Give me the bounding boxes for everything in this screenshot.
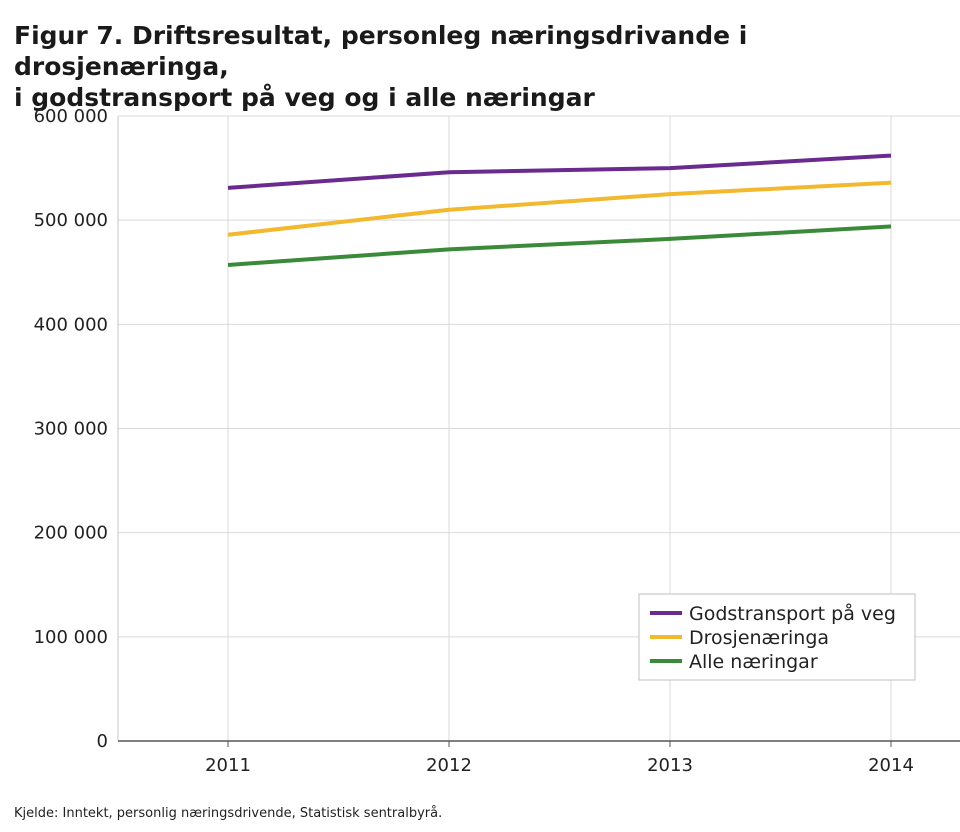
x-tick-label: 2011	[205, 755, 251, 776]
source-note: Kjelde: Inntekt, personlig næringsdriven…	[14, 806, 443, 821]
series-line-1	[227, 153, 892, 190]
x-tick-label: 2013	[647, 755, 693, 776]
series-line-2	[227, 180, 892, 237]
y-tick-label: 400 000	[34, 314, 108, 335]
legend-label: Drosjenæringa	[689, 627, 829, 649]
x-tick-label: 2012	[426, 755, 472, 776]
legend-box	[638, 593, 916, 681]
x-tick-label: 2014	[868, 755, 914, 776]
y-tick-label: 600 000	[34, 106, 108, 127]
line-chart: 0 100 000 200 000 300 000 400 000 500 000 600 …	[34, 106, 960, 776]
y-tick-label: 0	[97, 731, 108, 752]
legend-label: Alle næringar	[689, 651, 818, 673]
legend-label: Godstransport på veg	[689, 602, 896, 625]
series-line-3	[227, 224, 892, 267]
y-tick-label: 500 000	[34, 210, 108, 231]
chart-title-line-1: Figur 7. Driftsresultat, personleg nærin…	[14, 21, 748, 81]
y-tick-label: 300 000	[34, 419, 108, 440]
chart-title: Figur 7. Driftsresultat, personleg nærin…	[14, 20, 944, 113]
chart-title-line-2: i godstransport på veg og i alle næringa…	[14, 83, 595, 112]
y-tick-label: 200 000	[34, 523, 108, 544]
y-tick-label: 100 000	[34, 627, 108, 648]
